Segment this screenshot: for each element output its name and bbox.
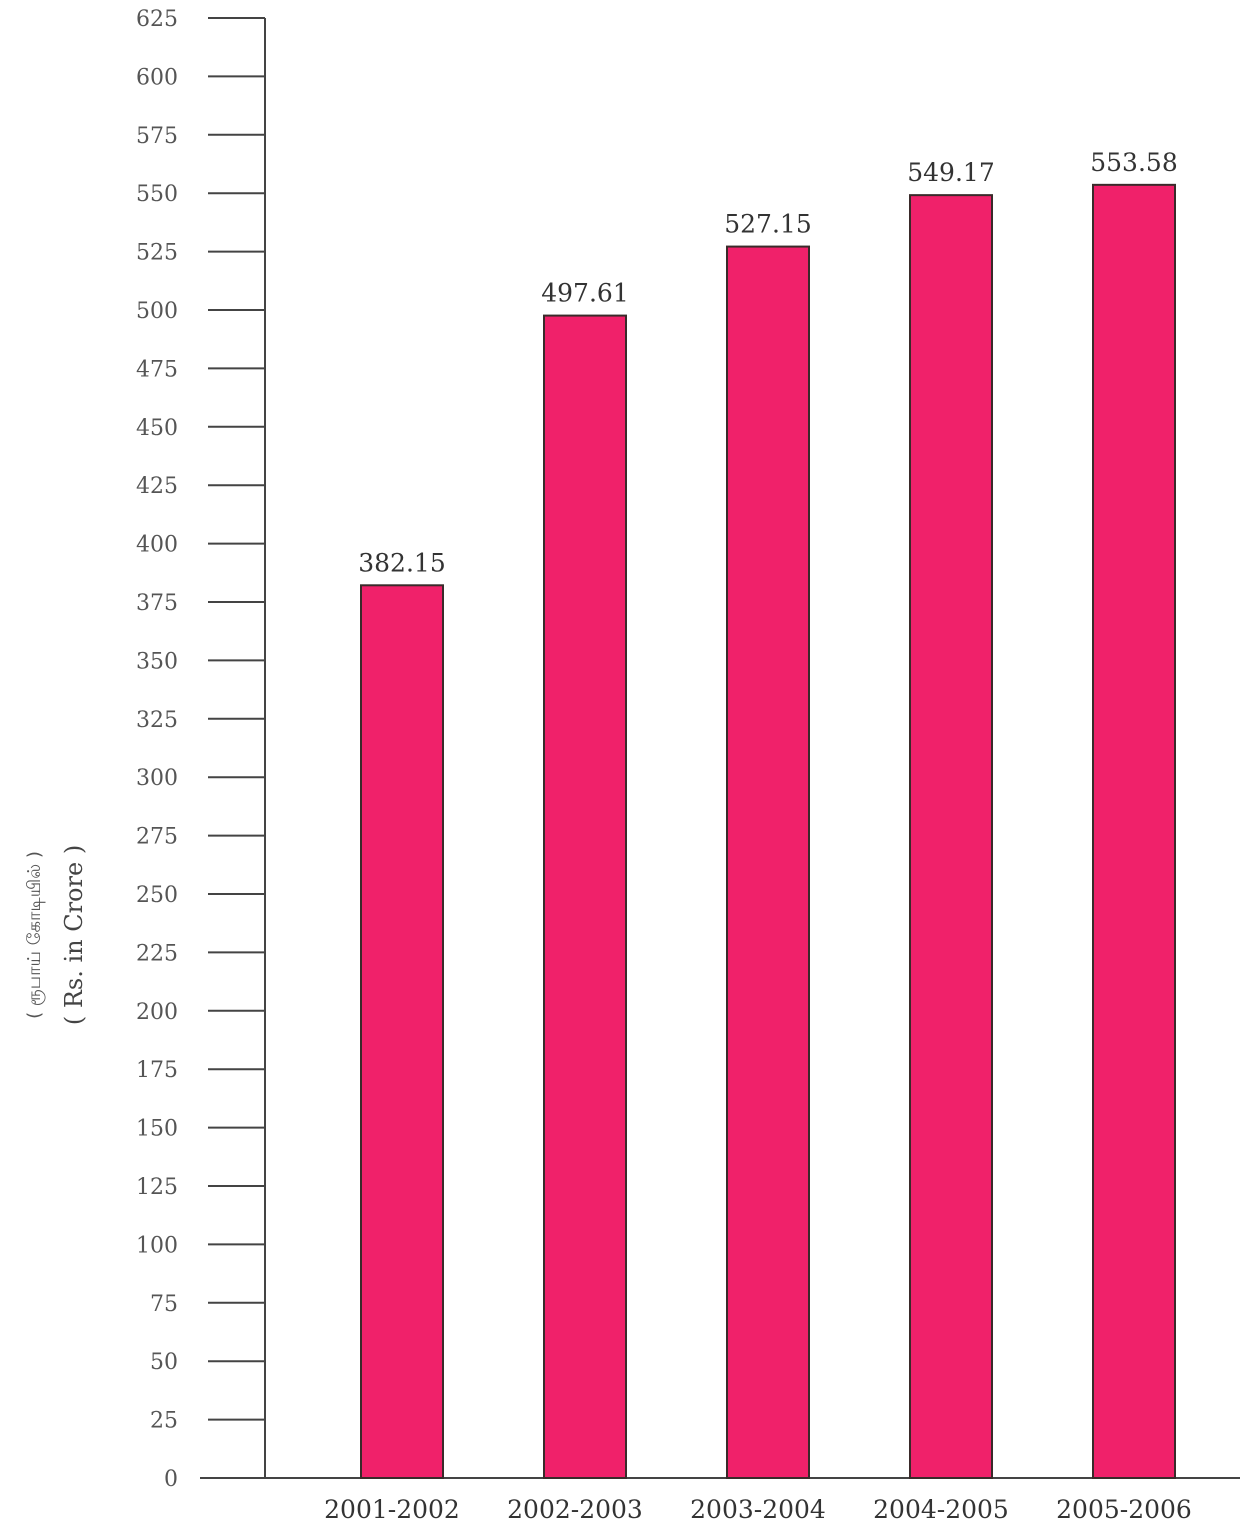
bar-value-label: 549.17 [907, 158, 994, 187]
bar-value-label: 553.58 [1090, 148, 1177, 177]
y-tick-label: 525 [136, 241, 178, 266]
bar [1092, 183, 1176, 1479]
y-axis-title: ( Rs. in Crore ) [60, 845, 88, 1025]
y-tick-label: 300 [136, 766, 178, 791]
y-axis-ticks: 0 25 50 75 100 125 150 175 200 225 250 275 300 325 350… [136, 7, 265, 1492]
bar-value-label: 382.15 [358, 548, 445, 577]
y-tick-label: 425 [136, 474, 178, 499]
x-category-label: 2002-2003 [507, 1495, 643, 1524]
y-tick-label: 275 [136, 825, 178, 850]
y-tick-label: 0 [164, 1467, 178, 1492]
y-tick-label: 500 [136, 299, 178, 324]
axes [200, 18, 1240, 1479]
y-tick-label: 100 [136, 1233, 178, 1258]
y-tick-label: 325 [136, 708, 178, 733]
y-tick-label: 400 [136, 533, 178, 558]
bars [360, 183, 1176, 1480]
bar [360, 584, 444, 1479]
y-tick-label: 575 [136, 124, 178, 149]
bar [726, 245, 810, 1479]
bar [543, 314, 627, 1480]
y-tick-label: 125 [136, 1175, 178, 1200]
value-labels: 382.15 497.61 527.15 549.17 553.58 [358, 148, 1177, 577]
bar-value-label: 527.15 [724, 210, 811, 239]
y-tick-label: 550 [136, 182, 178, 207]
y-tick-label: 225 [136, 941, 178, 966]
y-axis-title-group: ( ரூபாய் கோடியில் ) ( Rs. in Crore ) [24, 845, 88, 1025]
y-tick-label: 250 [136, 883, 178, 908]
x-category-label: 2004-2005 [873, 1495, 1009, 1524]
bar [909, 194, 993, 1479]
bar-value-label: 497.61 [541, 279, 628, 308]
y-tick-label: 625 [136, 7, 178, 32]
x-category-label: 2001-2002 [324, 1495, 460, 1524]
x-axis-labels: 2001-2002 2002-2003 2003-2004 2004-2005 2005… [324, 1495, 1192, 1524]
y-tick-label: 50 [150, 1350, 178, 1375]
y-tick-label: 200 [136, 1000, 178, 1025]
y-tick-label: 150 [136, 1117, 178, 1142]
y-tick-label: 450 [136, 416, 178, 441]
y-axis-title-tamil: ( ரூபாய் கோடியில் ) [24, 851, 45, 1019]
y-tick-label: 375 [136, 591, 178, 616]
x-category-label: 2003-2004 [690, 1495, 826, 1524]
y-tick-label: 350 [136, 649, 178, 674]
y-tick-label: 175 [136, 1058, 178, 1083]
y-tick-label: 475 [136, 357, 178, 382]
x-category-label: 2005-2006 [1056, 1495, 1192, 1524]
y-tick-label: 75 [150, 1292, 178, 1317]
y-tick-label: 600 [136, 65, 178, 90]
y-tick-label: 25 [150, 1409, 178, 1434]
